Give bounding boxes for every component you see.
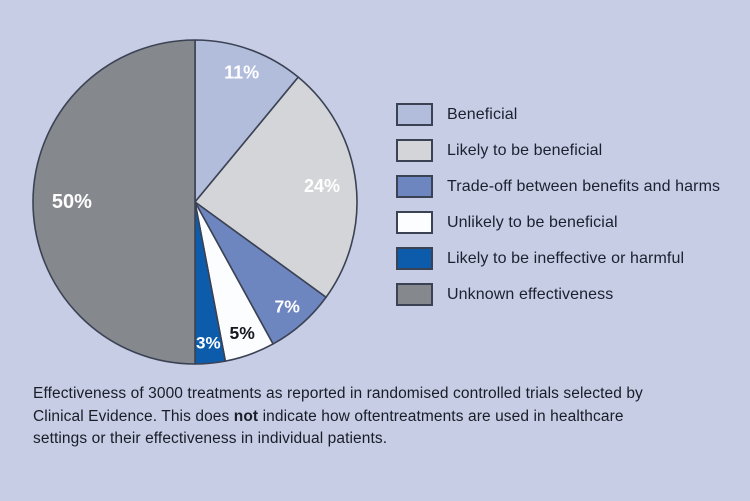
legend-swatch-icon [396, 175, 433, 198]
legend-item-label: Trade-off between benefits and harms [447, 177, 721, 195]
legend-swatch-icon [396, 247, 433, 270]
caption-line: Clinical Evidence. This does not indicat… [33, 407, 624, 425]
caption: Effectiveness of 3000 treatments as repo… [33, 383, 643, 451]
legend-item: Likely to be beneficial [396, 139, 720, 162]
pie-slice-percentage-label: 50% [52, 191, 92, 213]
pie-slice-percentage-label: 24% [304, 176, 340, 196]
pie-slice [194, 76, 358, 299]
pie-slice [32, 39, 196, 365]
legend-item: Trade-off between benefits and harms [396, 175, 720, 198]
legend-item-label: Likely to be ineffective or harmful [447, 249, 685, 267]
pie-slice-percentage-label: 3% [196, 334, 221, 353]
legend-swatch-icon [396, 211, 433, 234]
legend-swatch-icon [396, 139, 433, 162]
caption-line: settings or their effectiveness in indiv… [33, 430, 388, 447]
pie-slice-percentage-label: 11% [224, 62, 259, 82]
legend-item-label: Unknown effectiveness [447, 285, 614, 303]
legend-item-label: Unlikely to be beneficial [447, 213, 618, 231]
legend-item: Unknown effectiveness [396, 283, 720, 306]
legend-item-label: Beneficial [447, 105, 518, 123]
legend-item: Unlikely to be beneficial [396, 211, 720, 234]
legend-item-label: Likely to be beneficial [447, 141, 603, 159]
legend-item: Beneficial [396, 103, 720, 126]
pie-slice-percentage-label: 5% [230, 323, 256, 343]
pie-slice-percentage-label: 7% [274, 297, 300, 317]
legend-item: Likely to be ineffective or harmful [396, 247, 720, 270]
legend-swatch-icon [396, 103, 433, 126]
legend-swatch-icon [396, 283, 433, 306]
pie-chart: 11% 24% 7% 5% 3% 50% [32, 39, 358, 365]
caption-line: Effectiveness of 3000 treatments as repo… [33, 385, 643, 402]
pie-slice [194, 39, 300, 203]
legend: Beneficial Likely to be beneficial Trade-o… [396, 103, 720, 319]
